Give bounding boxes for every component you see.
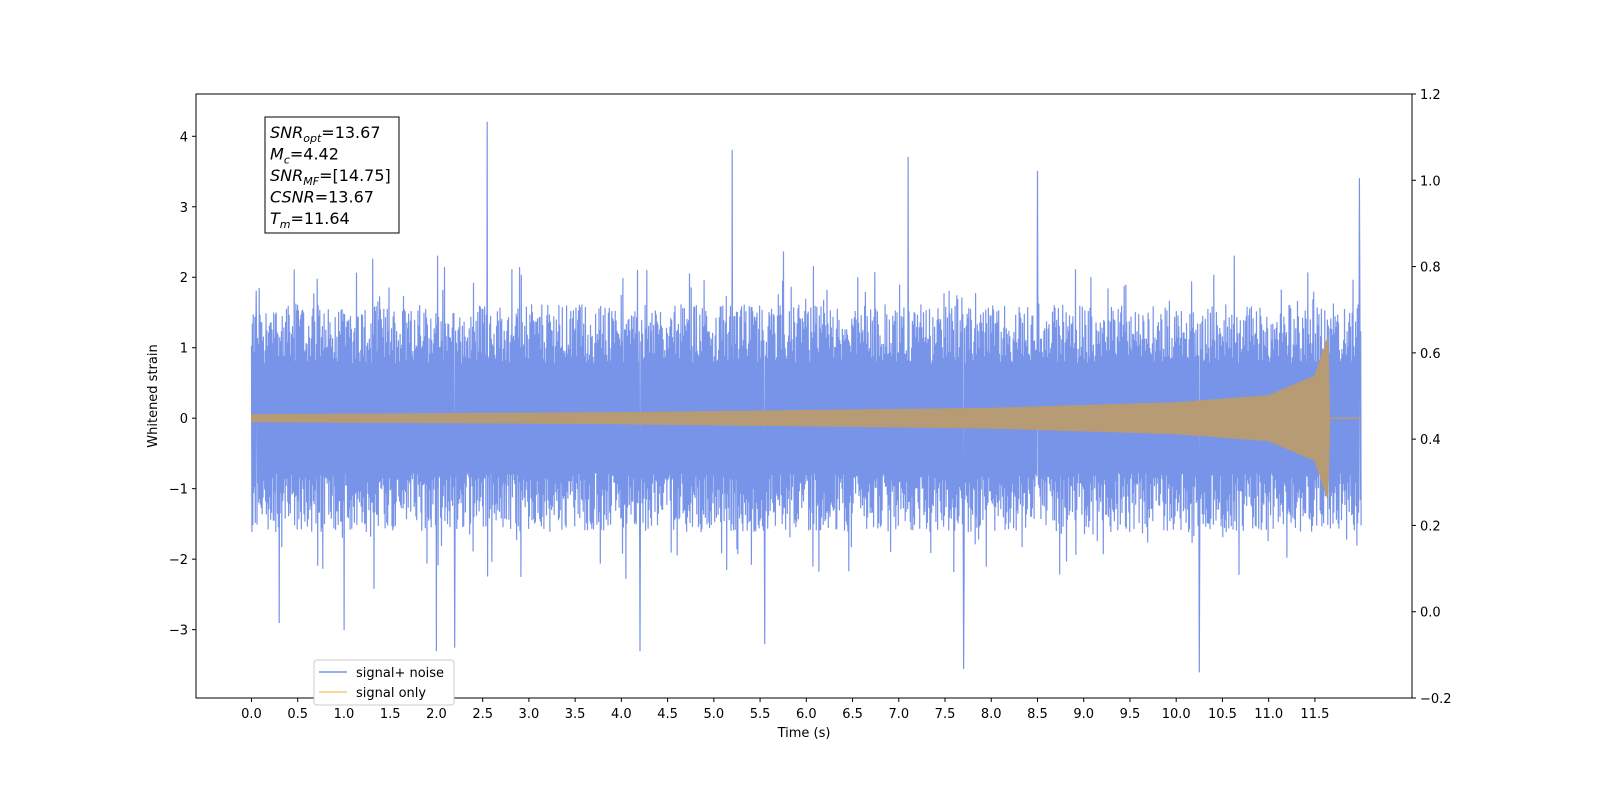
info-line: Tm=11.64 (270, 209, 350, 231)
plot-frame (195, 93, 1413, 699)
info-line: Mc=4.42 (270, 145, 339, 167)
x-tick-label: 8.5 (1027, 707, 1048, 722)
legend-entry-signal-noise: signal+ noise (356, 666, 444, 681)
x-tick-label: 0.0 (241, 707, 262, 722)
x-tick-label: 5.0 (703, 707, 724, 722)
x-tick-label: 7.5 (935, 707, 956, 722)
x-tick-label: 11.5 (1300, 707, 1329, 722)
signal-only-envelope (251, 337, 1331, 500)
y-tick-label: 3 (180, 201, 188, 216)
x-tick-label: 4.5 (657, 707, 678, 722)
x-axis: 0.0 0.5 1.0 1.5 2.0 2.5 3.0 3.5 4.0 4.5 5.0 5.5 6.0 6… (241, 698, 1329, 722)
x-tick-label: 8.0 (981, 707, 1002, 722)
y2-tick-label: 0.2 (1420, 519, 1441, 534)
y-tick-label: 1 (180, 342, 188, 357)
x-tick-label: 1.0 (334, 707, 355, 722)
y-tick-label: −2 (169, 553, 188, 568)
x-tick-label: 10.5 (1208, 707, 1237, 722)
y-tick-label: −3 (169, 624, 188, 639)
y2-tick-label: 0.6 (1420, 347, 1441, 362)
x-tick-label: 4.0 (611, 707, 632, 722)
signal-only-series (251, 337, 1362, 500)
y-tick-label: 0 (180, 412, 188, 427)
x-tick-label: 5.5 (750, 707, 771, 722)
info-line: SNRMF=[14.75] (270, 166, 391, 188)
y-axis-right: −0.2 0.0 0.2 0.4 0.6 0.8 1.0 1.2 (1412, 88, 1452, 707)
x-tick-label: 11.0 (1254, 707, 1283, 722)
x-axis-label: Time (s) (777, 726, 831, 741)
y-axis-left: −3 −2 −1 0 1 2 3 4 (169, 130, 196, 639)
legend-entry-signal-only: signal only (356, 686, 426, 701)
y2-tick-label: 1.2 (1420, 88, 1441, 103)
y2-tick-label: 1.0 (1420, 174, 1441, 189)
x-tick-label: 7.0 (888, 707, 909, 722)
y-tick-label: −1 (169, 483, 188, 498)
x-tick-label: 2.0 (426, 707, 447, 722)
x-tick-label: 0.5 (287, 707, 308, 722)
info-line: CSNR=13.67 (270, 188, 374, 207)
signal-noise-series (250, 121, 1362, 673)
y2-tick-label: 0.4 (1420, 433, 1441, 448)
y-tick-label: 2 (180, 271, 188, 286)
x-tick-label: 3.5 (565, 707, 586, 722)
y2-tick-label: 0.0 (1420, 606, 1441, 621)
x-tick-label: 6.0 (796, 707, 817, 722)
x-tick-label: 2.5 (472, 707, 493, 722)
x-tick-label: 9.0 (1073, 707, 1094, 722)
info-box: SNRopt=13.67Mc=4.42SNRMF=[14.75]CSNR=13.… (264, 116, 400, 234)
x-tick-label: 6.5 (842, 707, 863, 722)
info-line: SNRopt=13.67 (270, 123, 381, 145)
x-tick-label: 3.0 (519, 707, 540, 722)
y2-tick-label: 0.8 (1420, 261, 1441, 276)
legend: signal+ noise signal only (313, 659, 455, 706)
x-tick-label: 9.5 (1120, 707, 1141, 722)
y-tick-label: 4 (180, 130, 188, 145)
y2-tick-label: −0.2 (1420, 692, 1452, 707)
x-tick-label: 10.0 (1162, 707, 1191, 722)
x-tick-label: 1.5 (380, 707, 401, 722)
signal-noise-line (250, 121, 1362, 673)
y-axis-label: Whitened strain (146, 344, 161, 447)
